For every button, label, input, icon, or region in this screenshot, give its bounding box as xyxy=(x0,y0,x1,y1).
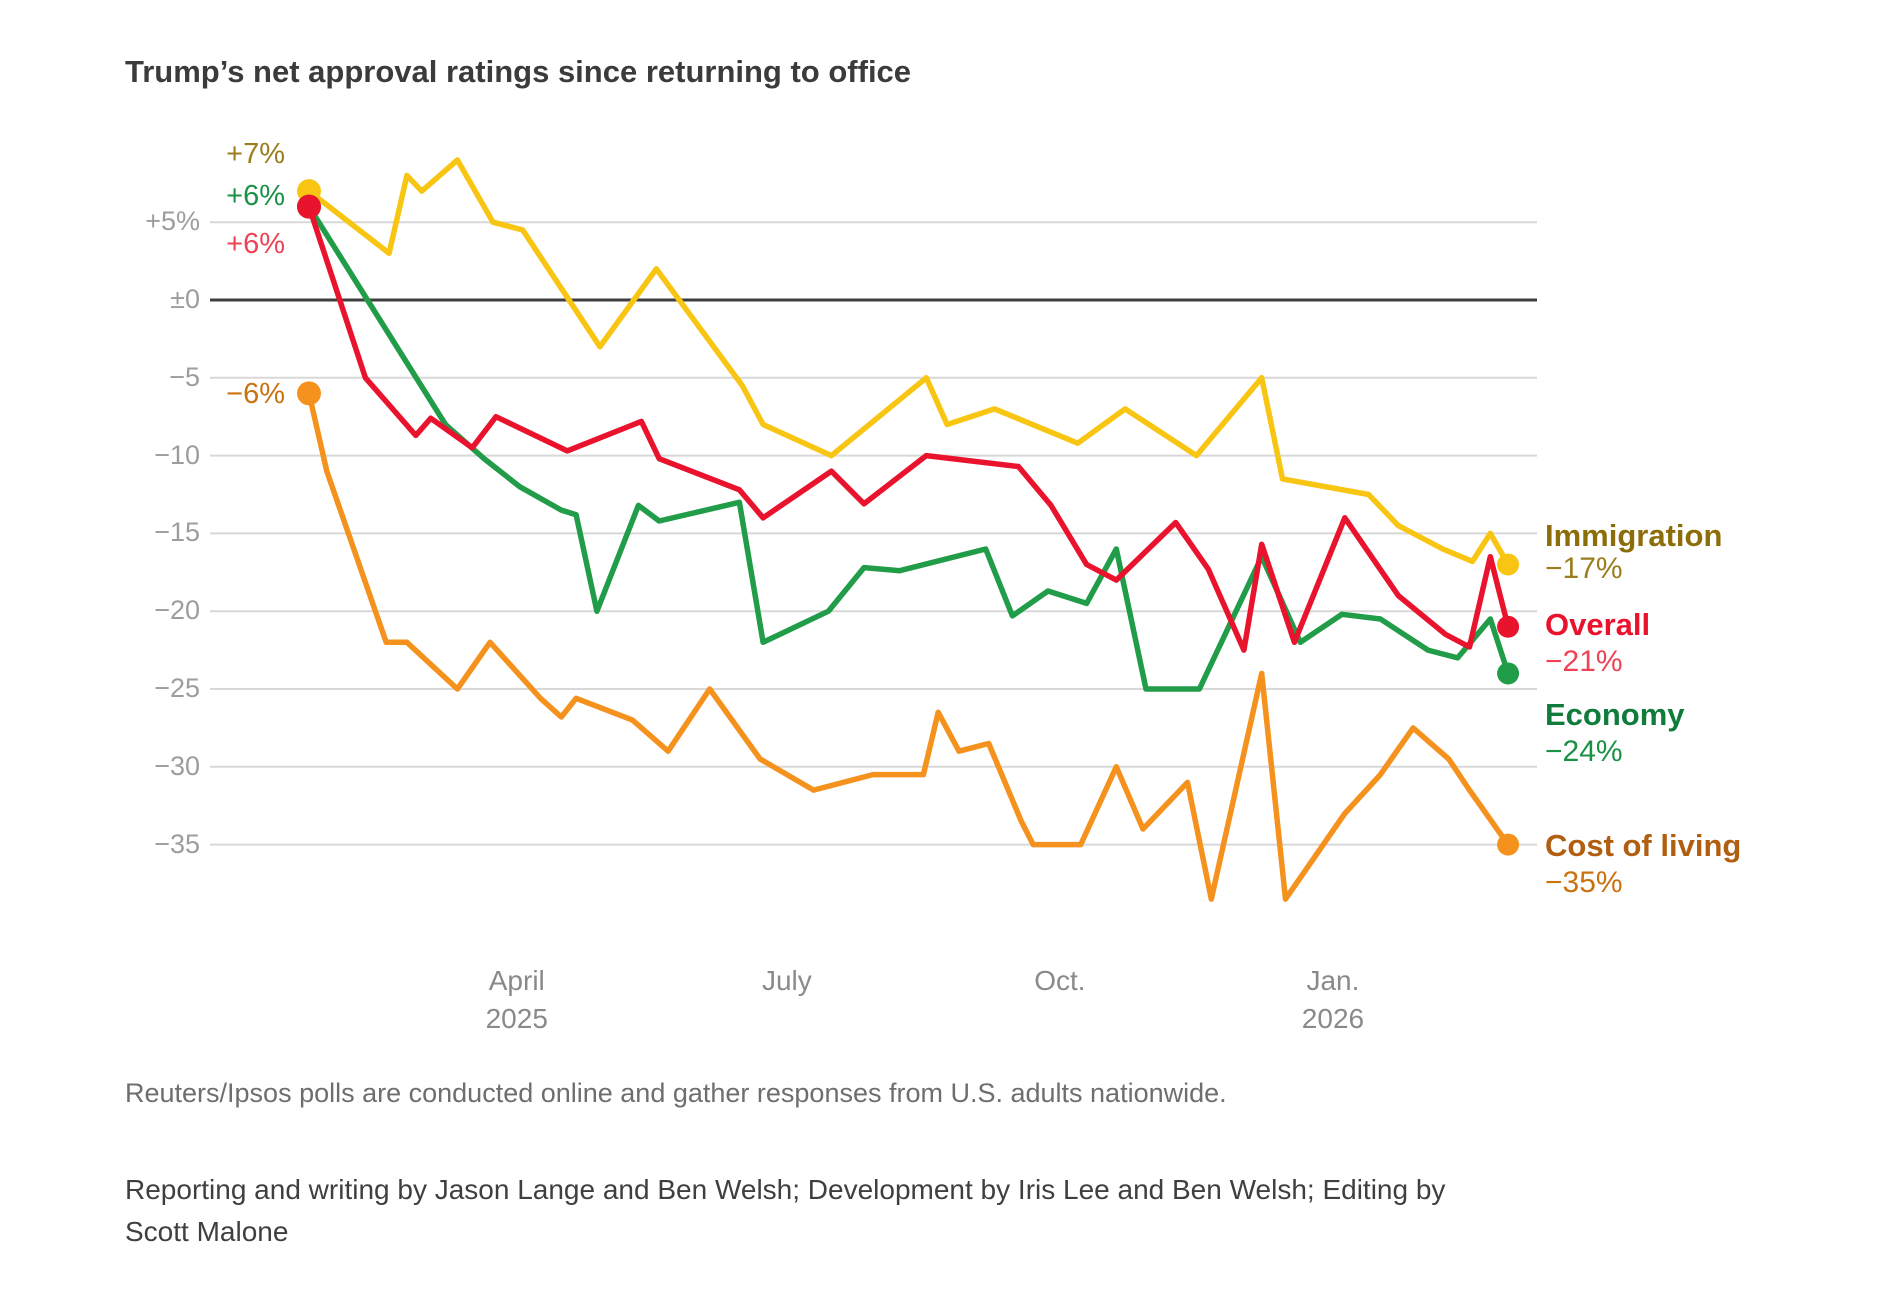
credit-line-1: Reporting and writing by Jason Lange and… xyxy=(125,1174,1446,1205)
series-line-immigration xyxy=(306,157,1511,568)
end-dot-immigration xyxy=(1497,553,1520,576)
methodology-note: Reuters/Ipsos polls are conducted online… xyxy=(125,1078,1227,1108)
end-dot-economy xyxy=(1497,662,1520,685)
start-dot-overall xyxy=(297,194,321,219)
series-line-overall xyxy=(306,203,1511,653)
series-line-cost-of-living xyxy=(306,390,1511,902)
chart-title: Trump’s net approval ratings since retur… xyxy=(125,54,912,89)
end-dot-cost-of-living xyxy=(1497,833,1520,856)
series-line-economy xyxy=(306,203,1511,692)
credit-line-2: Scott Malone xyxy=(125,1216,289,1247)
end-dot-overall xyxy=(1497,615,1520,638)
start-dot-cost-of-living xyxy=(297,381,321,406)
